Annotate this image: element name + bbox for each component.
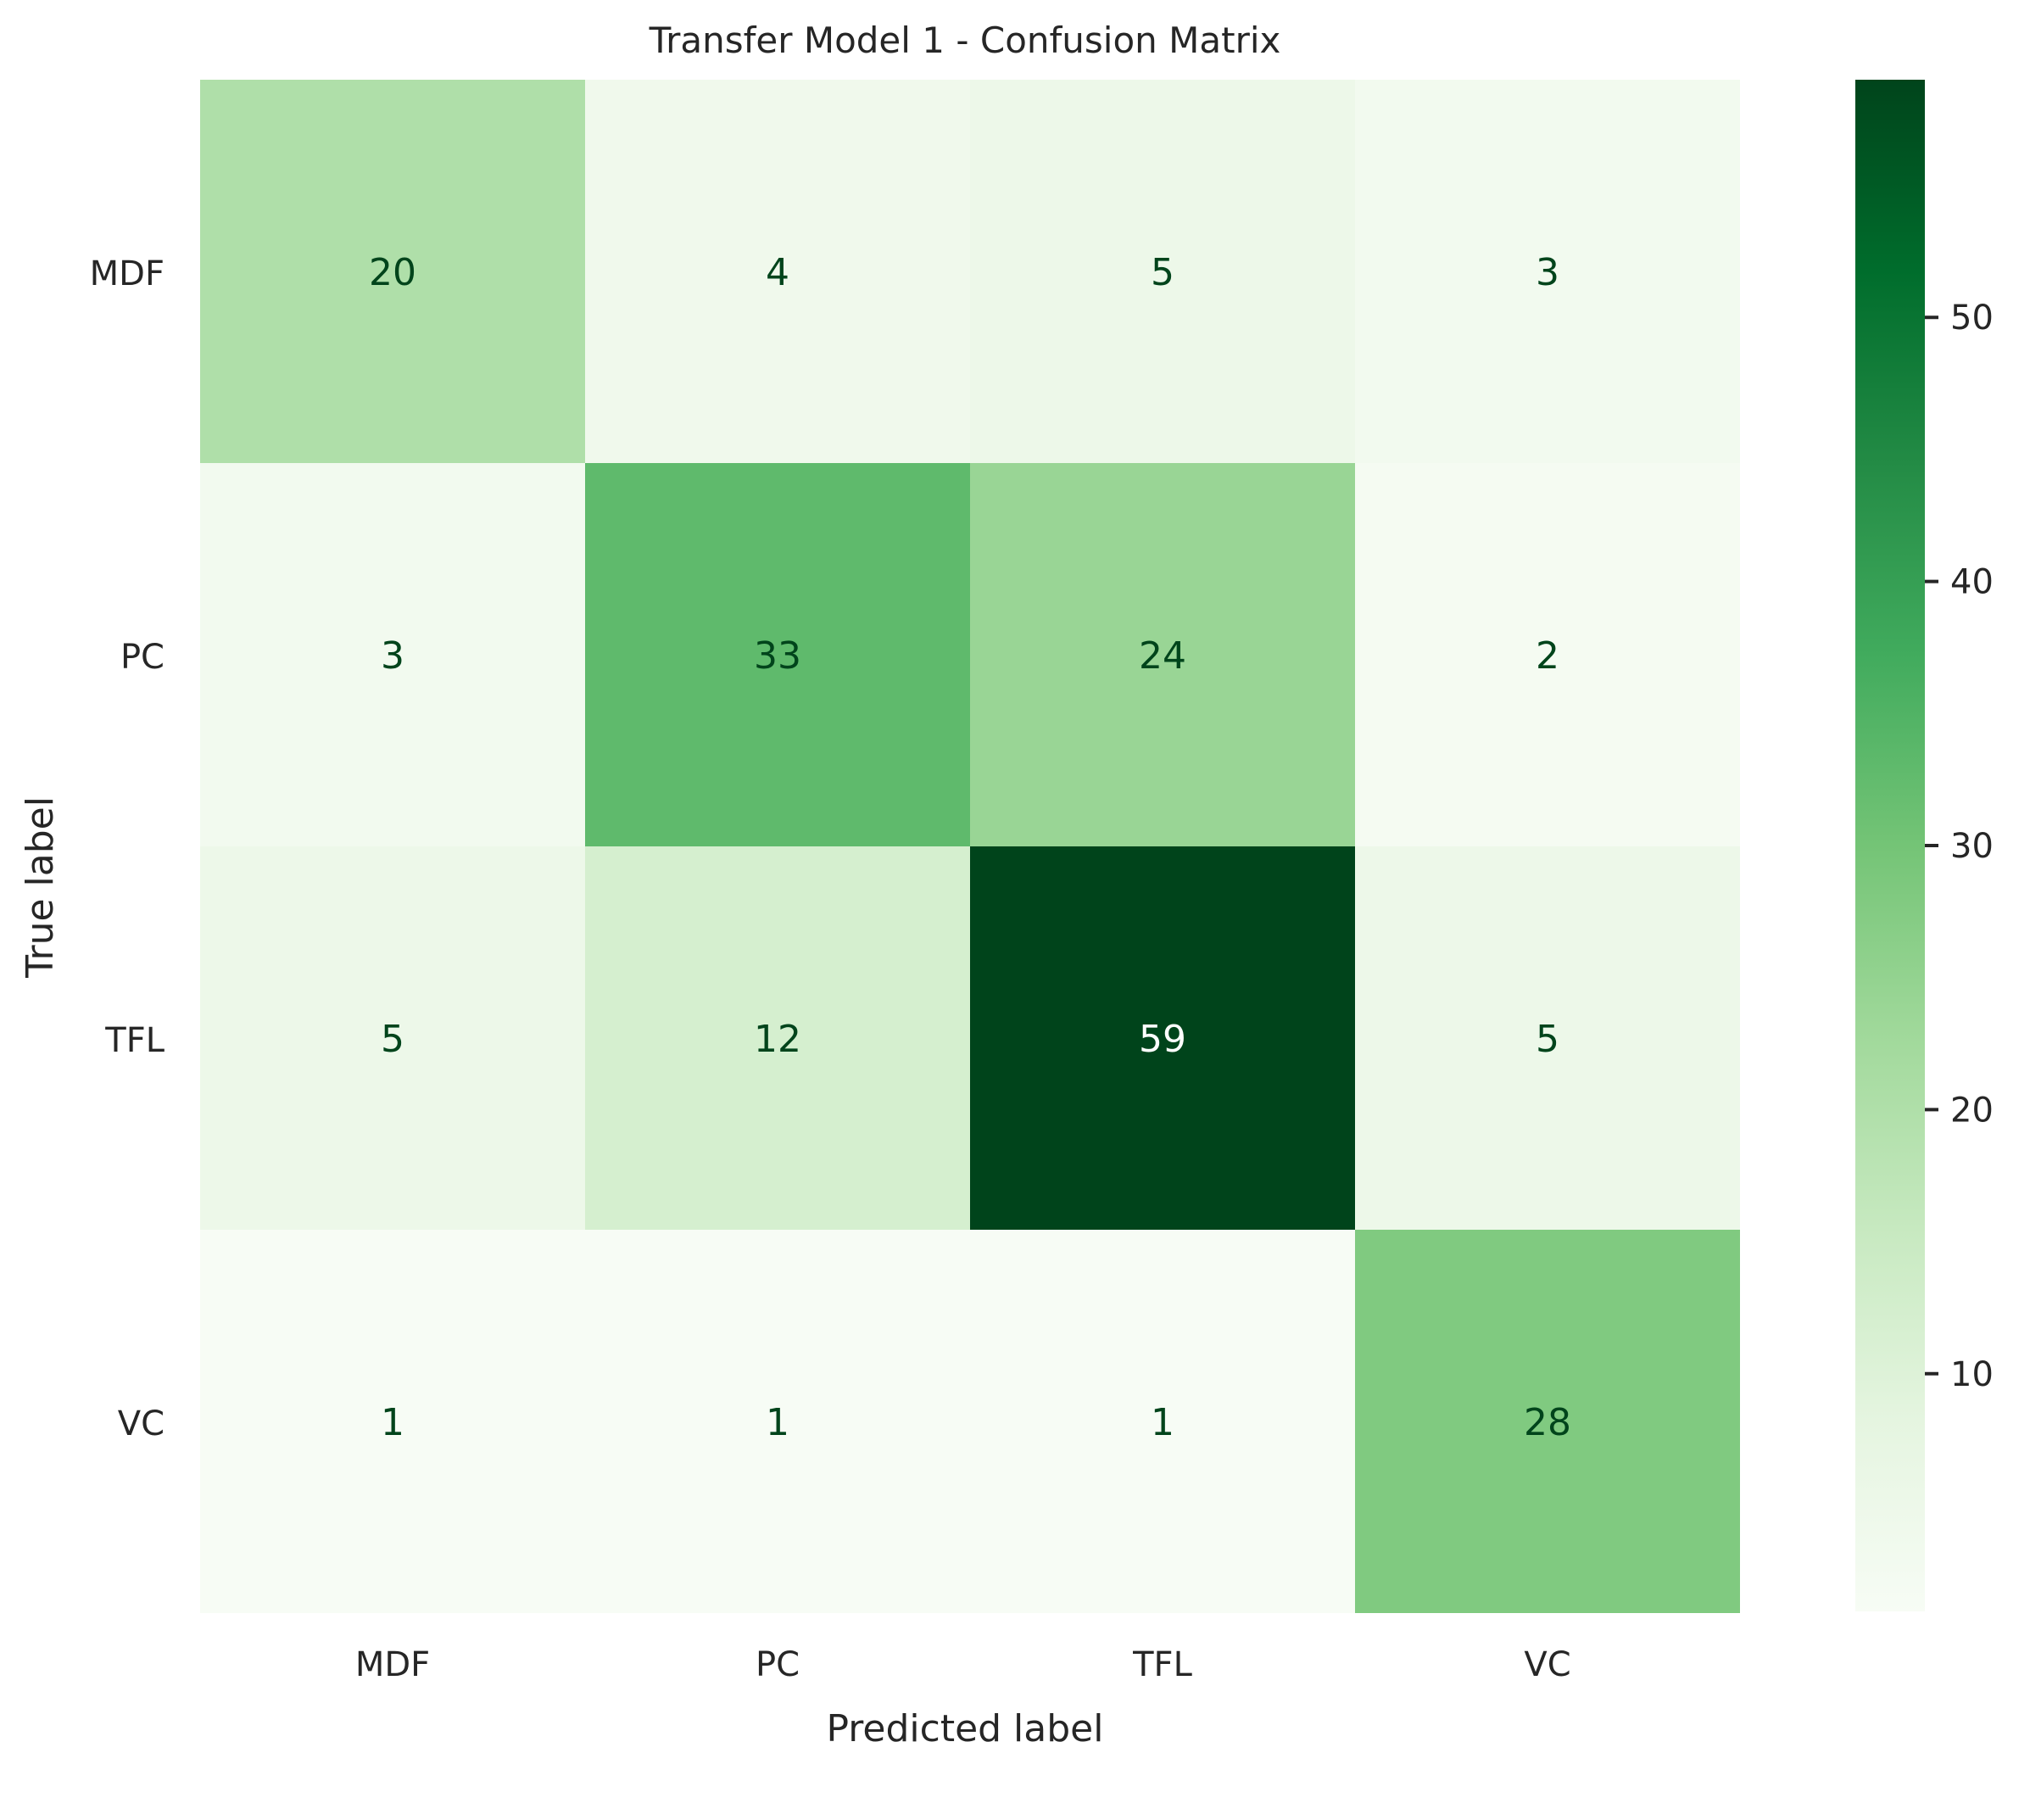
colorbar-tick-label: 20: [1950, 1091, 1994, 1130]
colorbar: 10 20 30 40 50: [1855, 80, 1994, 1611]
x-tick-label: PC: [756, 1645, 800, 1684]
cell-value-label: 20: [369, 251, 416, 294]
heatmap-cell: [1355, 463, 1740, 846]
colorbar-tick-label: 50: [1950, 299, 1994, 338]
y-tick-labels: MDF PC TFL VC: [90, 254, 165, 1443]
heatmap-cell: [200, 846, 585, 1230]
heatmap-cell: [1355, 1230, 1740, 1613]
y-tick-label: PC: [120, 638, 165, 677]
cell-value-label: 5: [1536, 1018, 1559, 1061]
colorbar-tick-label: 10: [1950, 1355, 1994, 1394]
cell-annotations: 20 4 5 33 33 24 25 12 59 51 1 1 28: [369, 251, 1571, 1444]
y-tick-label: VC: [118, 1404, 165, 1443]
cell-value-label: 1: [766, 1401, 789, 1444]
cell-value-label: 33: [754, 634, 801, 678]
y-axis-label: True label: [19, 796, 62, 979]
heatmap-cell: [585, 846, 970, 1230]
heatmap-cell: [970, 463, 1355, 846]
cell-value-label: 12: [754, 1018, 801, 1061]
heatmap-cell: [1355, 80, 1740, 463]
colorbar-tick-label: 30: [1950, 827, 1994, 866]
y-tick-label: MDF: [90, 254, 165, 293]
heatmap-cell: [200, 463, 585, 846]
cell-value-label: 5: [381, 1018, 404, 1061]
heatmap-cell: [1355, 846, 1740, 1230]
heatmap-cell: [200, 1230, 585, 1613]
cell-value-label: 24: [1139, 634, 1186, 678]
cell-value-label: 28: [1524, 1401, 1571, 1444]
cell-value-label: 5: [1151, 251, 1174, 294]
x-tick-labels: MDF PC TFL VC: [355, 1645, 1571, 1684]
heatmap-cell: [970, 846, 1355, 1230]
x-tick-label: VC: [1524, 1645, 1570, 1684]
heatmap-cell: [585, 80, 970, 463]
x-tick-label: MDF: [355, 1645, 430, 1684]
heatmap-cell: [200, 80, 585, 463]
colorbar-tick-label: 40: [1950, 563, 1994, 602]
heatmap-cell: [585, 463, 970, 846]
colorbar-ticks: 10 20 30 40 50: [1925, 299, 1994, 1394]
cell-value-label: 3: [381, 634, 404, 678]
x-tick-label: TFL: [1132, 1645, 1192, 1684]
y-tick-label: TFL: [104, 1021, 165, 1060]
cell-value-label: 1: [381, 1401, 404, 1444]
heatmap-cell: [970, 80, 1355, 463]
cell-value-label: 1: [1151, 1401, 1174, 1444]
heatmap-cell: [970, 1230, 1355, 1613]
chart-title: Transfer Model 1 - Confusion Matrix: [649, 20, 1281, 61]
heatmap-cells: [200, 80, 1740, 1613]
heatmap-cell: [585, 1230, 970, 1613]
colorbar-gradient: [1855, 80, 1925, 1611]
cell-value-label: 4: [766, 251, 789, 294]
x-axis-label: Predicted label: [827, 1707, 1104, 1750]
cell-value-label: 59: [1139, 1018, 1186, 1061]
cell-value-label: 2: [1536, 634, 1559, 678]
cell-value-label: 3: [1536, 251, 1559, 294]
